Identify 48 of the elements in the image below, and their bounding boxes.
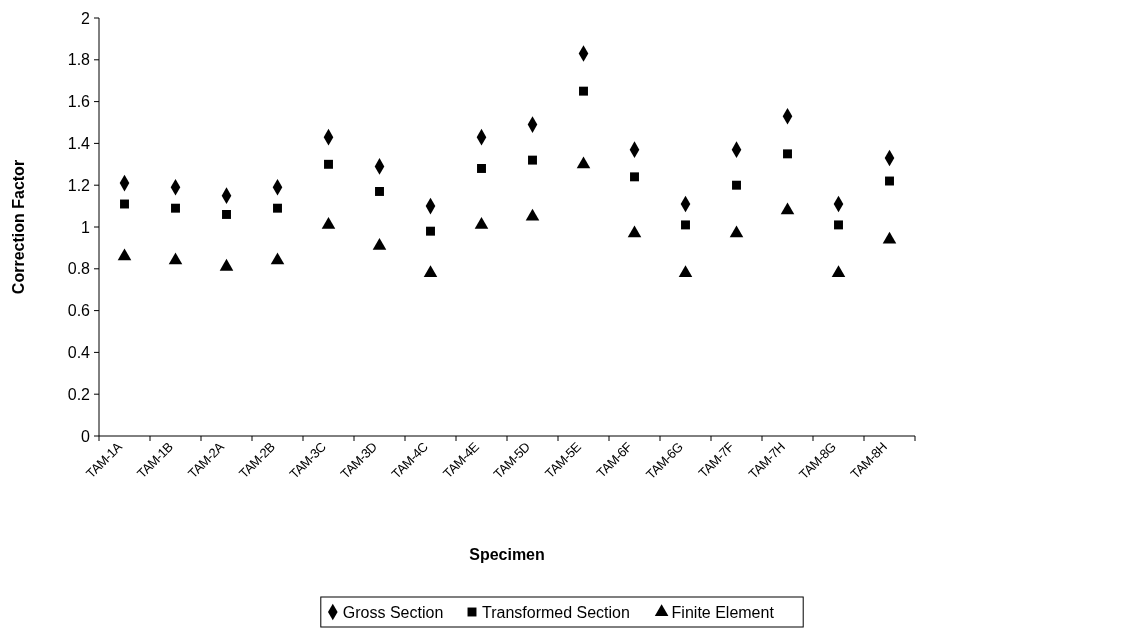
point xyxy=(270,252,285,265)
point xyxy=(273,203,282,213)
point xyxy=(372,237,387,250)
y-tick-label: 1 xyxy=(81,218,91,236)
y-axis-title: Correction Factor xyxy=(10,159,27,295)
legend-label: Finite Element xyxy=(671,603,775,621)
y-tick-label: 1.8 xyxy=(67,51,91,69)
point xyxy=(171,203,180,213)
y-tick-label: 1.6 xyxy=(67,93,91,111)
point xyxy=(222,209,231,219)
point xyxy=(219,258,234,271)
point xyxy=(375,187,384,196)
legend-label: Gross Section xyxy=(342,603,444,621)
point xyxy=(474,217,489,229)
y-tick-label: 0.6 xyxy=(67,302,91,320)
y-tick-label: 0.4 xyxy=(67,344,91,361)
point xyxy=(882,231,897,244)
point xyxy=(678,265,693,277)
point xyxy=(477,164,486,173)
y-tick-label: 0.2 xyxy=(67,385,91,403)
point xyxy=(780,202,795,215)
y-tick-label: 1.2 xyxy=(67,176,91,194)
legend-label: Transformed Section xyxy=(482,603,630,621)
point xyxy=(627,225,642,238)
point xyxy=(324,159,333,169)
point xyxy=(528,155,537,165)
y-tick-label: 0.8 xyxy=(67,260,91,278)
point xyxy=(681,220,690,230)
y-tick-label: 0 xyxy=(81,427,91,445)
point xyxy=(321,217,336,229)
point xyxy=(525,208,540,221)
point xyxy=(885,176,894,186)
point xyxy=(579,86,588,96)
point xyxy=(630,172,639,182)
point xyxy=(426,226,435,236)
point xyxy=(168,252,183,265)
y-tick-label: 2 xyxy=(81,9,91,27)
x-axis-title: Specimen xyxy=(469,546,545,563)
point xyxy=(117,248,132,261)
point xyxy=(831,265,846,277)
point xyxy=(120,199,129,209)
point xyxy=(783,149,792,159)
point xyxy=(834,220,843,230)
point xyxy=(576,156,591,169)
point xyxy=(729,225,744,238)
point xyxy=(423,265,438,277)
y-tick-label: 1.4 xyxy=(67,135,91,152)
point xyxy=(732,180,741,190)
